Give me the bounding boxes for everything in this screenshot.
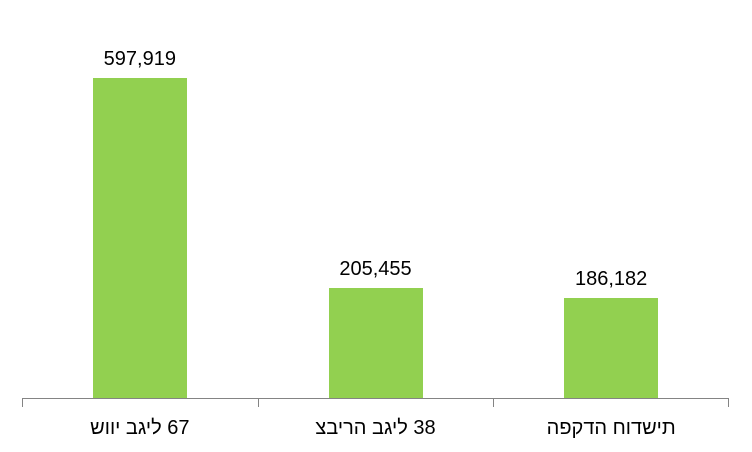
bar-value-label: 205,455 — [339, 258, 412, 281]
axis-tick — [22, 398, 23, 407]
plot-area: 597,919 205,455 186,182 שווי בגיל 67 צבירה ב… — [22, 48, 729, 439]
bar-value-label: 186,182 — [575, 268, 648, 291]
axis-tick — [258, 398, 259, 407]
bar-value-label: 597,919 — [103, 48, 176, 70]
x-axis-label-2: הפקדה חודשית — [546, 417, 676, 439]
x-axis-labels: שווי בגיל 67 צבירה בגיל 38 הפקדה חודשית — [22, 415, 729, 441]
axis-tick — [728, 398, 729, 407]
bar-2[interactable] — [564, 298, 659, 398]
axis-tick — [493, 398, 494, 407]
x-axis-label-1: צבירה בגיל 38 — [315, 417, 436, 439]
bar-1[interactable] — [328, 288, 423, 398]
x-axis-label-0: שווי בגיל 67 — [90, 417, 190, 439]
bar-0[interactable] — [92, 78, 187, 398]
